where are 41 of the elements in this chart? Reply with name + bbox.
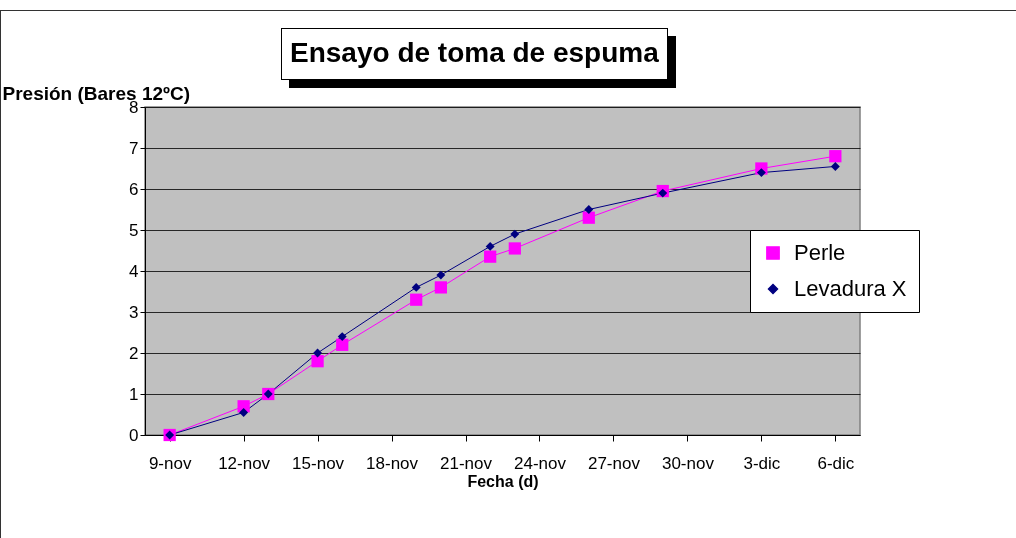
y-tick-label: 3 bbox=[129, 302, 139, 322]
x-tick-label: 18-nov bbox=[366, 453, 419, 473]
x-tick-label: 15-nov bbox=[292, 453, 345, 473]
x-tick-label: 3-dic bbox=[743, 453, 781, 473]
legend-label: Levadura X bbox=[794, 276, 907, 301]
point bbox=[582, 211, 595, 224]
y-tick-label: 1 bbox=[129, 384, 139, 404]
x-tick-label: 6-dic bbox=[817, 453, 855, 473]
x-tick-label: 24-nov bbox=[513, 453, 567, 473]
point bbox=[239, 407, 249, 417]
point bbox=[436, 270, 446, 280]
point bbox=[484, 250, 497, 263]
y-tick-label: 4 bbox=[129, 261, 139, 281]
chart-title: Ensayo de toma de espuma bbox=[281, 28, 668, 80]
point bbox=[313, 348, 323, 358]
x-tick-label: 12-nov bbox=[218, 453, 271, 473]
point bbox=[337, 332, 347, 342]
x-axis-title: Fecha (d) bbox=[467, 472, 539, 490]
x-tick-label: 27-nov bbox=[587, 453, 641, 473]
y-tick-label: 6 bbox=[129, 179, 139, 199]
point bbox=[411, 282, 421, 292]
point bbox=[311, 355, 324, 368]
point bbox=[830, 161, 840, 171]
point bbox=[584, 205, 594, 214]
point bbox=[510, 229, 520, 239]
point bbox=[756, 168, 766, 178]
legend-label: Perle bbox=[794, 240, 846, 265]
point bbox=[336, 338, 349, 351]
point bbox=[485, 241, 495, 251]
point bbox=[410, 293, 423, 306]
y-tick-label: 2 bbox=[129, 343, 139, 363]
x-tick-label: 30-nov bbox=[661, 453, 715, 473]
point bbox=[434, 281, 447, 294]
y-tick-label: 7 bbox=[129, 138, 139, 158]
y-tick-label: 5 bbox=[129, 220, 139, 240]
point bbox=[658, 188, 668, 198]
point bbox=[508, 242, 521, 255]
x-tick-label: 9-nov bbox=[148, 453, 192, 473]
y-tick-label: 0 bbox=[129, 425, 139, 445]
point bbox=[829, 150, 842, 163]
x-tick-label: 21-nov bbox=[440, 453, 493, 473]
